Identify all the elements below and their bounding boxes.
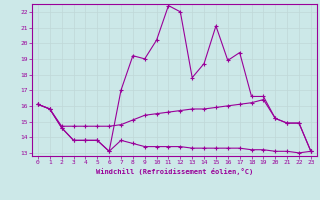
X-axis label: Windchill (Refroidissement éolien,°C): Windchill (Refroidissement éolien,°C) <box>96 168 253 175</box>
